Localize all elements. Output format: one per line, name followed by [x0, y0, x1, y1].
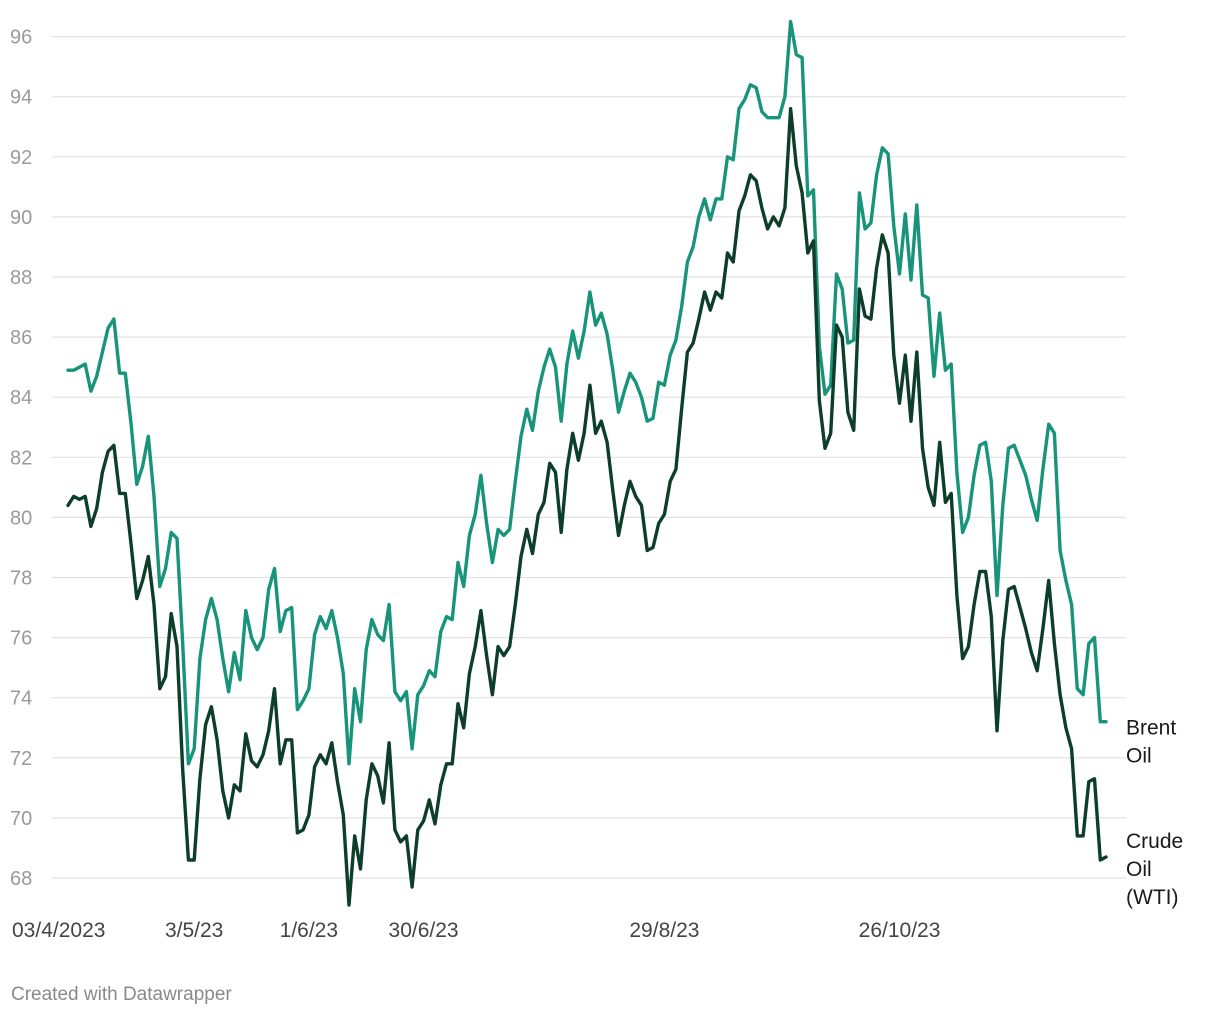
x-tick-label: 1/6/23: [280, 919, 338, 942]
y-tick-label: 90: [10, 207, 32, 229]
series-label-brent-oil: Oil: [1126, 745, 1152, 768]
x-tick-label: 30/6/23: [389, 919, 459, 942]
series-lines: [66, 19, 1108, 907]
x-axis-ticks: 03/4/2023 3/5/23 1/6/23 30/6/23 29/8/23 26/10…: [12, 919, 940, 942]
y-tick-label: 82: [10, 447, 32, 469]
y-tick-label: 72: [10, 748, 32, 770]
x-tick-label: 03/4/2023: [12, 919, 105, 942]
y-tick-label: 86: [10, 327, 32, 349]
series-line-brent-oil: [66, 19, 1108, 766]
x-tick-label: 26/10/23: [859, 919, 941, 942]
y-tick-label: 70: [10, 808, 32, 830]
series-labels: Brent Oil Crude Oil (WTI): [1126, 717, 1183, 909]
y-tick-label: 78: [10, 568, 32, 590]
y-tick-label: 68: [10, 868, 32, 890]
y-tick-label: 92: [10, 147, 32, 169]
series-label-crude-oil-wti: Crude: [1126, 830, 1183, 853]
x-tick-label: 29/8/23: [629, 919, 699, 942]
credit-footer: Created with Datawrapper: [11, 984, 232, 1005]
y-tick-label: 84: [10, 387, 32, 409]
y-tick-label: 76: [10, 628, 32, 650]
y-tick-label: 80: [10, 507, 32, 529]
series-label-crude-oil-wti: Oil: [1126, 858, 1152, 881]
y-axis-ticks: 68 70 72 74 76 78 80 82 84 86 88 90 92 94 96: [10, 27, 32, 890]
series-line-crude-oil-wti: [66, 106, 1108, 907]
y-tick-label: 88: [10, 267, 32, 289]
line-chart: 68 70 72 74 76 78 80 82 84 86 88 90 92 94 96 03/4/2023…: [10, 19, 1183, 942]
y-tick-label: 96: [10, 27, 32, 49]
series-label-crude-oil-wti: (WTI): [1126, 886, 1178, 909]
y-tick-label: 94: [10, 87, 32, 109]
x-tick-label: 3/5/23: [165, 919, 223, 942]
gridlines: [52, 35, 1126, 879]
y-tick-label: 74: [10, 688, 32, 710]
series-label-brent-oil: Brent: [1126, 717, 1176, 740]
